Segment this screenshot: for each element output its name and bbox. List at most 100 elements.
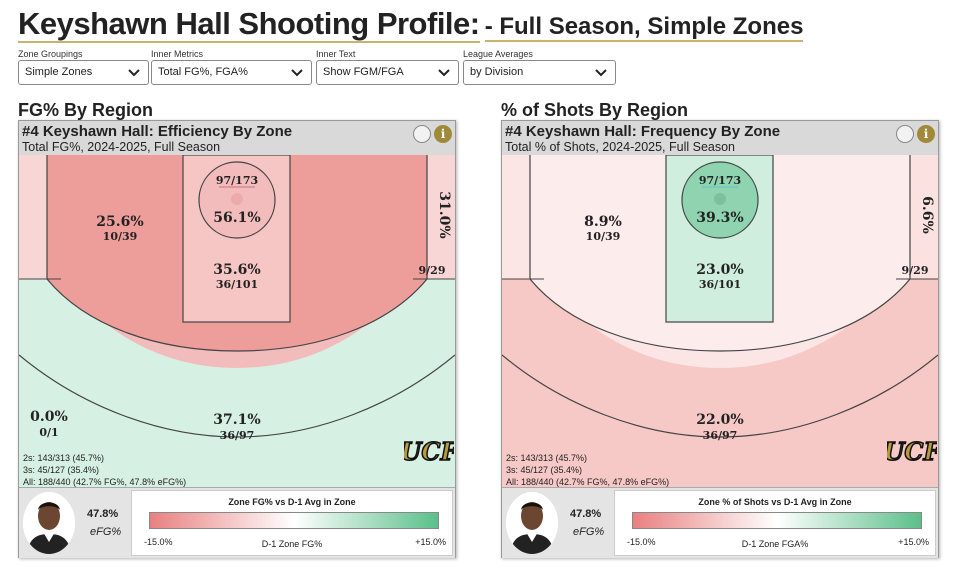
panel-footer: 47.8% eFG% Zone FG% vs D-1 Avg in Zone -… (19, 487, 455, 558)
zone-groupings-select[interactable]: Simple Zones (18, 60, 149, 85)
three-attempts: 36/97 (703, 429, 738, 442)
corner-left-pct: 0.0% (30, 409, 68, 425)
efg-value: 47.8% (87, 508, 119, 520)
info-icon[interactable]: i (434, 125, 452, 143)
legend-min-label: -15.0% (144, 537, 173, 547)
shooting-stats: 2s: 143/313 (45.7%) 3s: 45/127 (35.4%) A… (506, 452, 669, 488)
all-stat: All: 188/440 (42.7% FG%, 47.8% eFG%) (23, 477, 187, 487)
midrange-attempts: 10/39 (586, 230, 621, 243)
corner-right-pct: 6.6% (919, 196, 935, 234)
legend-mid-label: D-1 Zone FG% (261, 539, 323, 549)
inner-metrics-filter: Inner Metrics Total FG%, FGA% (151, 48, 312, 85)
player-avatar (23, 492, 75, 554)
legend-gradient-bar (149, 512, 439, 529)
frequency-panel: #4 Keyshawn Hall: Frequency By Zone Tota… (501, 120, 939, 558)
chevron-down-icon (128, 69, 140, 77)
legend-title: Zone % of Shots vs D-1 Avg in Zone (698, 497, 852, 507)
ucf-logo: UCF (404, 436, 454, 467)
midrange-pct: 8.9% (584, 214, 622, 230)
three-pct: 37.1% (213, 412, 260, 428)
panel-header: #4 Keyshawn Hall: Efficiency By Zone Tot… (19, 121, 455, 155)
legend-title: Zone FG% vs D-1 Avg in Zone (228, 497, 356, 507)
inner-text-filter: Inner Text Show FGM/FGA (316, 48, 459, 85)
panel-subtitle: Total FG%, 2024-2025, Full Season (22, 140, 221, 154)
legend-max-label: +15.0% (415, 537, 446, 547)
toggle-circle-icon[interactable] (896, 125, 914, 143)
efg-label: eFG% (90, 526, 122, 538)
twos-stat: 2s: 143/313 (45.7%) (506, 453, 588, 463)
svg-text:UCF: UCF (887, 437, 937, 466)
corner-right-pct: 31.0% (436, 191, 452, 238)
paint-attempts: 36/101 (699, 278, 741, 291)
midrange-pct: 25.6% (96, 214, 143, 230)
panel-header: #4 Keyshawn Hall: Frequency By Zone Tota… (502, 121, 938, 155)
paint-pct: 23.0% (696, 262, 743, 278)
filter-label: Inner Text (316, 49, 356, 59)
select-value: Show FGM/FGA (323, 66, 404, 78)
three-point-arc (529, 278, 911, 352)
zone-groupings-filter: Zone Groupings Simple Zones (18, 48, 149, 85)
panel-title: #4 Keyshawn Hall: Frequency By Zone (505, 123, 781, 140)
profile-subtitle: - Full Season, Simple Zones (484, 13, 804, 42)
midrange-attempts: 10/39 (103, 230, 138, 243)
corner-right-region (910, 155, 938, 279)
corner-right-region (427, 155, 455, 279)
rim-attempts: 97/173 (699, 174, 741, 187)
chevron-down-icon (291, 69, 303, 77)
all-stat: All: 188/440 (42.7% FG%, 47.8% eFG%) (506, 477, 670, 487)
corner-left-attempts: 0/1 (39, 426, 58, 439)
three-attempts: 36/97 (220, 429, 255, 442)
panel-footer: 47.8% eFG% Zone % of Shots vs D-1 Avg in… (502, 487, 938, 558)
info-icon[interactable]: i (917, 125, 935, 143)
rim-attempts: 97/173 (216, 174, 258, 187)
paint-pct: 35.6% (213, 262, 260, 278)
three-pct: 22.0% (696, 412, 743, 428)
chevron-down-icon (438, 69, 450, 77)
threes-stat: 3s: 45/127 (35.4%) (23, 465, 100, 475)
deep-arc (19, 354, 455, 438)
filter-label: League Averages (463, 49, 533, 59)
league-averages-filter: League Averages by Division (463, 48, 616, 85)
efg-value: 47.8% (570, 508, 602, 520)
legend-mid-label: D-1 Zone FGA% (741, 539, 809, 549)
filter-label: Inner Metrics (151, 49, 204, 59)
efficiency-court: 97/173 56.1% 35.6% 36/101 25.6% 10/39 31… (19, 155, 455, 487)
page-title: Keyshawn Hall Shooting Profile: - Full S… (18, 6, 804, 43)
corner-left-region (19, 155, 47, 279)
hoop (714, 193, 726, 205)
select-value: by Division (470, 66, 524, 78)
efg-label: eFG% (573, 526, 605, 538)
color-legend: Zone % of Shots vs D-1 Avg in Zone -15.0… (614, 490, 936, 556)
efficiency-panel: #4 Keyshawn Hall: Efficiency By Zone Tot… (18, 120, 456, 558)
chevron-down-icon (595, 69, 607, 77)
three-point-arc (46, 278, 428, 352)
inner-text-select[interactable]: Show FGM/FGA (316, 60, 459, 85)
legend-min-label: -15.0% (627, 537, 656, 547)
twos-stat: 2s: 143/313 (45.7%) (23, 453, 105, 463)
panel-title: #4 Keyshawn Hall: Efficiency By Zone (22, 123, 293, 140)
player-avatar (506, 492, 558, 554)
hoop (231, 193, 243, 205)
legend-gradient-bar (632, 512, 922, 529)
frequency-court: 97/173 39.3% 23.0% 36/101 8.9% 10/39 6.6… (502, 155, 938, 487)
threes-stat: 3s: 45/127 (35.4%) (506, 465, 583, 475)
svg-text:UCF: UCF (404, 437, 454, 466)
rim-pct: 56.1% (213, 210, 260, 226)
league-averages-select[interactable]: by Division (463, 60, 616, 85)
toggle-circle-icon[interactable] (413, 125, 431, 143)
shots-by-region-heading: % of Shots By Region (501, 100, 689, 120)
corner-right-attempts: 9/29 (419, 264, 446, 277)
select-value: Simple Zones (25, 66, 93, 78)
profile-title: Keyshawn Hall Shooting Profile: (18, 6, 480, 43)
rim-pct: 39.3% (696, 210, 743, 226)
color-legend: Zone FG% vs D-1 Avg in Zone -15.0% D-1 Z… (131, 490, 453, 556)
filter-label: Zone Groupings (18, 49, 83, 59)
fg-by-region-heading: FG% By Region (18, 100, 154, 120)
ucf-logo: UCF (887, 436, 937, 467)
legend-max-label: +15.0% (898, 537, 929, 547)
inner-metrics-select[interactable]: Total FG%, FGA% (151, 60, 312, 85)
panel-subtitle: Total % of Shots, 2024-2025, Full Season (505, 140, 736, 154)
paint-attempts: 36/101 (216, 278, 258, 291)
corner-right-attempts: 9/29 (902, 264, 929, 277)
select-value: Total FG%, FGA% (158, 66, 248, 78)
